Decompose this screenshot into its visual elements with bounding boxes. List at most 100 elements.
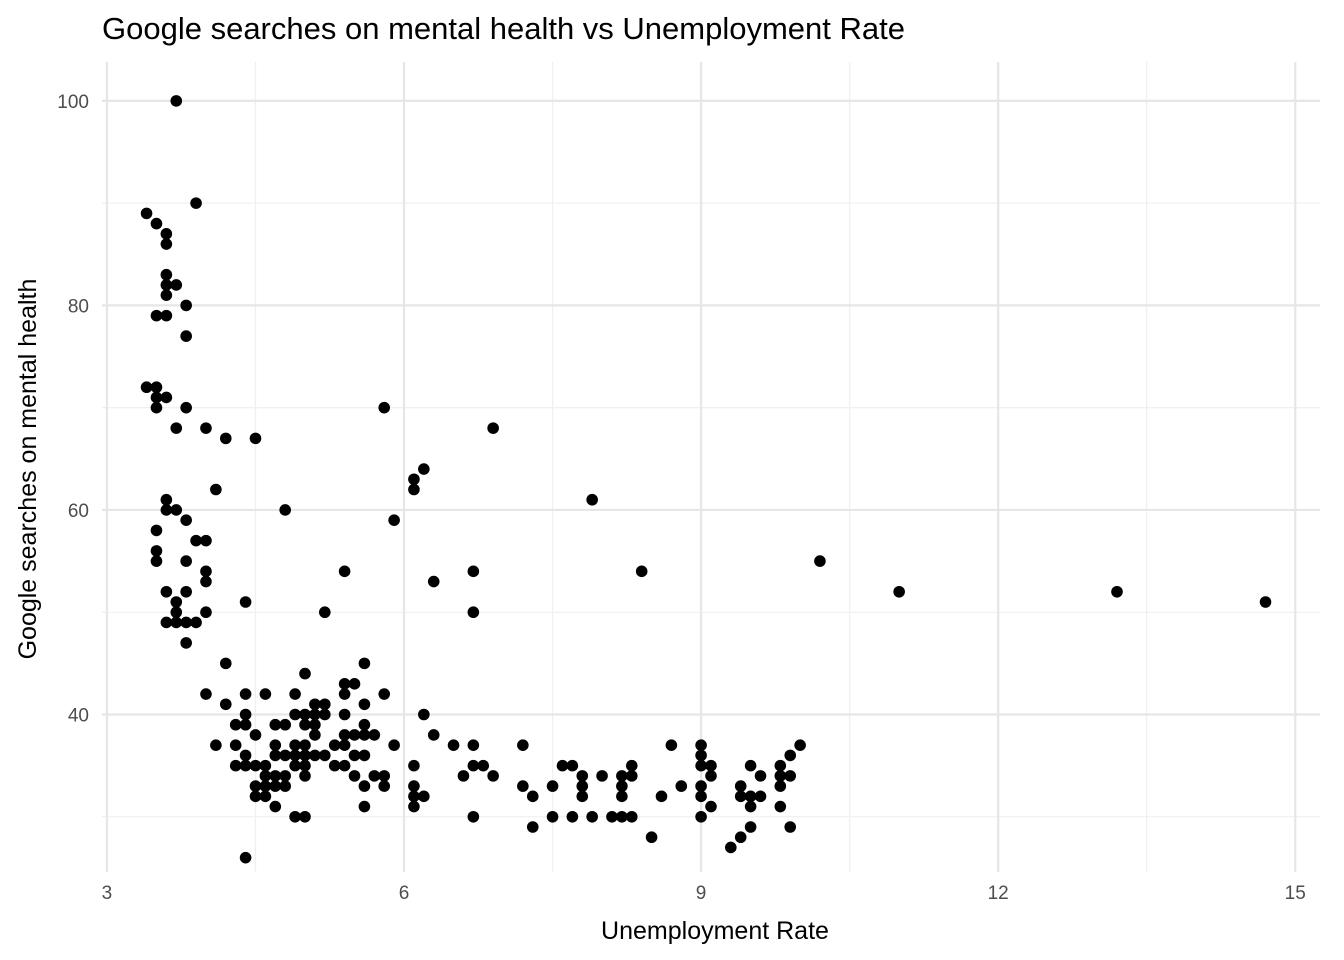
data-point: [309, 729, 321, 741]
data-point: [170, 422, 183, 434]
data-point: [695, 749, 707, 762]
data-point: [418, 708, 430, 721]
data-point: [774, 759, 787, 772]
data-point: [427, 575, 440, 588]
data-point: [665, 739, 678, 751]
data-point: [744, 821, 757, 833]
data-point: [170, 504, 183, 516]
data-point: [566, 810, 579, 823]
data-point: [467, 810, 480, 823]
data-point: [616, 780, 628, 792]
data-point: [309, 749, 321, 762]
data-point: [140, 381, 153, 394]
data-point: [150, 381, 163, 394]
data-point: [348, 678, 361, 690]
data-point: [338, 678, 351, 690]
data-point: [784, 749, 797, 762]
data-point: [299, 749, 311, 762]
data-point: [210, 739, 222, 751]
data-point: [239, 851, 252, 864]
data-point: [269, 739, 282, 751]
data-point: [259, 790, 272, 803]
data-point: [358, 698, 371, 711]
data-point: [279, 504, 291, 516]
data-point: [190, 197, 202, 209]
data-point: [269, 770, 282, 782]
data-point: [1111, 585, 1123, 598]
data-point: [150, 524, 163, 537]
data-point: [279, 718, 291, 731]
y-tick-label: 80: [68, 296, 89, 317]
data-point: [338, 739, 351, 751]
data-point: [259, 688, 272, 700]
data-point: [526, 821, 539, 833]
data-point: [180, 555, 192, 567]
data-point: [616, 810, 628, 823]
data-point: [239, 708, 252, 721]
data-point: [150, 309, 163, 322]
data-point: [338, 759, 351, 772]
data-point: [744, 759, 757, 772]
data-point: [467, 739, 480, 751]
gridlines: [102, 62, 1320, 872]
data-point: [249, 780, 262, 792]
data-point: [259, 770, 272, 782]
data-point: [388, 739, 400, 751]
data-point: [249, 759, 262, 772]
data-point: [754, 770, 767, 782]
data-point: [338, 688, 351, 700]
data-point: [616, 770, 628, 782]
data-point: [200, 688, 212, 700]
data-point: [190, 534, 202, 547]
data-point: [477, 759, 490, 772]
data-point: [546, 780, 559, 792]
data-point: [140, 207, 153, 220]
data-point: [734, 831, 747, 844]
data-point: [229, 739, 242, 751]
data-point: [517, 780, 529, 792]
data-point: [358, 800, 371, 813]
data-point: [784, 770, 797, 782]
data-point: [170, 606, 183, 619]
data-point: [388, 514, 400, 526]
data-point: [239, 718, 252, 731]
data-point: [299, 718, 311, 731]
data-point: [160, 585, 173, 598]
x-tick-label: 6: [399, 883, 410, 904]
data-point: [289, 810, 301, 823]
data-point: [675, 780, 688, 792]
data-point: [160, 391, 173, 404]
data-point: [408, 473, 420, 486]
data-point: [427, 729, 440, 741]
data-point: [269, 800, 282, 813]
data-point: [289, 688, 301, 700]
data-point: [774, 770, 787, 782]
data-point: [616, 790, 628, 803]
data-point: [625, 770, 638, 782]
data-point: [408, 780, 420, 792]
data-point: [814, 555, 826, 567]
data-point: [794, 739, 806, 751]
data-point: [180, 585, 192, 598]
data-point: [279, 780, 291, 792]
data-point: [774, 800, 787, 813]
data-point: [150, 545, 163, 557]
data-point: [695, 739, 707, 751]
data-point: [338, 565, 351, 578]
data-point: [447, 739, 460, 751]
data-point: [160, 279, 173, 291]
data-point: [408, 483, 420, 496]
data-point: [586, 810, 598, 823]
data-point: [517, 739, 529, 751]
data-point: [348, 749, 361, 762]
data-point: [457, 770, 470, 782]
data-point: [160, 289, 173, 301]
data-point: [160, 238, 173, 250]
data-point: [239, 749, 252, 762]
data-point: [348, 729, 361, 741]
tick-labels: 3 6 9 12 15 40 60 80 100: [57, 92, 1306, 904]
data-point: [289, 739, 301, 751]
data-point: [625, 810, 638, 823]
